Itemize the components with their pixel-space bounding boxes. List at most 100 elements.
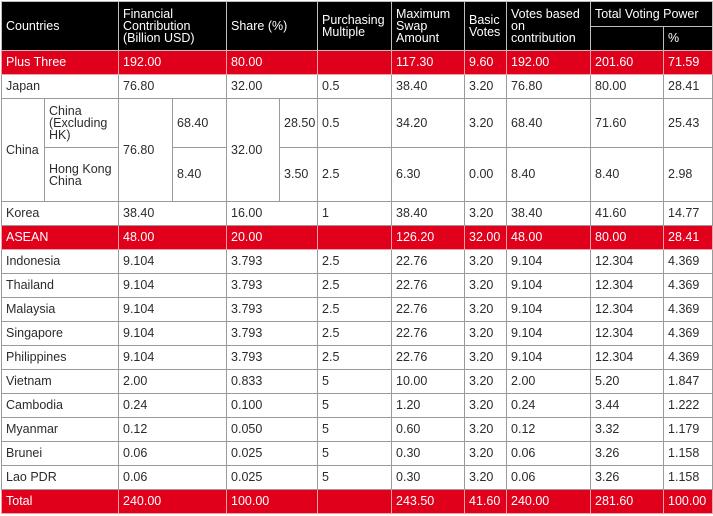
table-row-plus-three: Plus Three 192.00 80.00 117.30 9.60 192.… xyxy=(1,50,713,75)
votes-contribution-cell: 8.40 xyxy=(506,147,592,202)
table-row-brunei: Brunei 0.06 0.025 5 0.30 3.20 0.06 3.26 … xyxy=(1,441,713,466)
header-votes-contribution: Votes based on contribution xyxy=(506,1,592,51)
percent-cell: 14.77 xyxy=(663,201,713,226)
financial-cell: 9.104 xyxy=(117,249,228,274)
country-cell: Vietnam xyxy=(1,369,119,394)
basic-votes-cell: 3.20 xyxy=(464,321,508,346)
votes-contribution-cell: 9.104 xyxy=(506,345,592,370)
table-row-malaysia: Malaysia 9.104 3.793 2.5 22.76 3.20 9.10… xyxy=(1,297,713,322)
multiple-cell xyxy=(317,50,393,75)
total-voting-power-cell: 71.60 xyxy=(590,98,665,148)
total-voting-power-cell: 3.26 xyxy=(590,465,665,490)
swap-cell: 22.76 xyxy=(391,273,466,298)
multiple-cell: 5 xyxy=(317,369,393,394)
percent-cell: 1.158 xyxy=(663,465,713,490)
total-voting-power-cell: 3.26 xyxy=(590,441,665,466)
table-row-japan: Japan 76.80 32.00 0.5 38.40 3.20 76.80 8… xyxy=(1,74,713,99)
country-cell: Malaysia xyxy=(1,297,119,322)
basic-votes-cell: 3.20 xyxy=(464,345,508,370)
votes-contribution-cell: 48.00 xyxy=(506,225,592,250)
basic-votes-cell: 3.20 xyxy=(464,249,508,274)
country-cell: Brunei xyxy=(1,441,119,466)
multiple-cell: 5 xyxy=(317,441,393,466)
table-row-lao-pdr: Lao PDR 0.06 0.025 5 0.30 3.20 0.06 3.26… xyxy=(1,465,713,490)
financial-cell: 240.00 xyxy=(117,489,228,514)
sub-country-cell: China (Excluding HK) xyxy=(44,98,119,148)
votes-contribution-cell: 240.00 xyxy=(506,489,592,514)
swap-cell: 22.76 xyxy=(391,297,466,322)
header-total-voting-power: Total Voting Power xyxy=(590,1,713,27)
multiple-cell: 2.5 xyxy=(317,273,393,298)
share-cell: 3.50 xyxy=(279,147,319,202)
swap-cell: 22.76 xyxy=(391,321,466,346)
votes-contribution-cell: 76.80 xyxy=(506,74,592,99)
basic-votes-cell: 32.00 xyxy=(464,225,508,250)
share-cell: 0.025 xyxy=(226,465,319,490)
percent-cell: 1.847 xyxy=(663,369,713,394)
percent-cell: 2.98 xyxy=(663,147,713,202)
total-voting-power-cell: 281.60 xyxy=(590,489,665,514)
financial-cell: 0.24 xyxy=(117,393,228,418)
basic-votes-cell: 3.20 xyxy=(464,74,508,99)
votes-contribution-cell: 9.104 xyxy=(506,297,592,322)
votes-contribution-cell: 0.12 xyxy=(506,417,592,442)
multiple-cell: 5 xyxy=(317,393,393,418)
multiple-cell xyxy=(317,489,393,514)
total-voting-power-cell: 5.20 xyxy=(590,369,665,394)
multiple-cell: 5 xyxy=(317,465,393,490)
swap-cell: 38.40 xyxy=(391,201,466,226)
header-basic-votes: Basic Votes xyxy=(464,1,508,51)
total-voting-power-cell: 41.60 xyxy=(590,201,665,226)
country-cell: Plus Three xyxy=(1,50,119,75)
financial-cell: 8.40 xyxy=(171,147,228,202)
header-purchasing-multiple: Purchasing Multiple xyxy=(317,1,393,51)
financial-cell: 0.12 xyxy=(117,417,228,442)
multiple-cell: 2.5 xyxy=(317,321,393,346)
basic-votes-cell: 3.20 xyxy=(464,369,508,394)
header-voting-power-value xyxy=(590,26,665,51)
multiple-cell: 1 xyxy=(317,201,393,226)
financial-cell: 38.40 xyxy=(117,201,228,226)
multiple-cell: 2.5 xyxy=(317,345,393,370)
financial-cell: 9.104 xyxy=(117,297,228,322)
country-cell: Lao PDR xyxy=(1,465,119,490)
percent-cell: 1.222 xyxy=(663,393,713,418)
table-row-thailand: Thailand 9.104 3.793 2.5 22.76 3.20 9.10… xyxy=(1,273,713,298)
basic-votes-cell: 3.20 xyxy=(464,465,508,490)
basic-votes-cell: 3.20 xyxy=(464,297,508,322)
country-cell: Japan xyxy=(1,74,119,99)
total-voting-power-cell: 3.44 xyxy=(590,393,665,418)
percent-cell: 28.41 xyxy=(663,74,713,99)
financial-cell: 192.00 xyxy=(117,50,228,75)
share-cell: 20.00 xyxy=(226,225,319,250)
multiple-cell: 2.5 xyxy=(317,249,393,274)
basic-votes-cell: 9.60 xyxy=(464,50,508,75)
votes-contribution-cell: 9.104 xyxy=(506,249,592,274)
percent-cell: 4.369 xyxy=(663,273,713,298)
country-cell: Total xyxy=(1,489,119,514)
share-cell: 0.100 xyxy=(226,393,319,418)
basic-votes-cell: 41.60 xyxy=(464,489,508,514)
country-cell: Singapore xyxy=(1,321,119,346)
country-cell: Cambodia xyxy=(1,393,119,418)
percent-cell: 4.369 xyxy=(663,345,713,370)
financial-cell: 48.00 xyxy=(117,225,228,250)
total-voting-power-cell: 3.32 xyxy=(590,417,665,442)
table-row-korea: Korea 38.40 16.00 1 38.40 3.20 38.40 41.… xyxy=(1,201,713,226)
total-voting-power-cell: 12.304 xyxy=(590,297,665,322)
share-cell: 100.00 xyxy=(226,489,319,514)
table-row-vietnam: Vietnam 2.00 0.833 5 10.00 3.20 2.00 5.2… xyxy=(1,369,713,394)
swap-cell: 1.20 xyxy=(391,393,466,418)
swap-cell: 38.40 xyxy=(391,74,466,99)
votes-contribution-cell: 0.06 xyxy=(506,465,592,490)
total-voting-power-cell: 80.00 xyxy=(590,225,665,250)
header-financial-contribution: Financial Contribution (Billion USD) xyxy=(117,1,228,51)
total-voting-power-cell: 12.304 xyxy=(590,321,665,346)
share-cell: 32.00 xyxy=(226,74,319,99)
swap-cell: 117.30 xyxy=(391,50,466,75)
multiple-cell: 2.5 xyxy=(317,147,393,202)
financial-cell: 0.06 xyxy=(117,441,228,466)
percent-cell: 100.00 xyxy=(663,489,713,514)
total-voting-power-cell: 12.304 xyxy=(590,273,665,298)
